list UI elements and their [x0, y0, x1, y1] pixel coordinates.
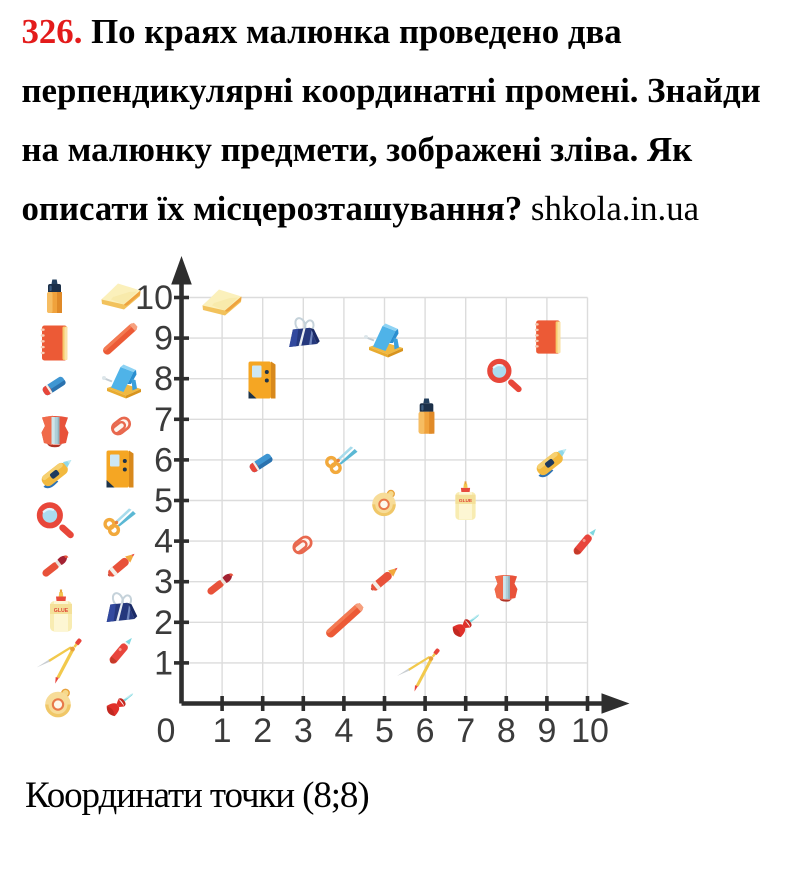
svg-text:5: 5 — [375, 712, 394, 750]
svg-text:9: 9 — [154, 320, 173, 358]
svg-text:7: 7 — [154, 401, 173, 439]
svg-text:10: 10 — [135, 279, 173, 317]
svg-text:2: 2 — [154, 604, 173, 642]
svg-text:8: 8 — [154, 360, 173, 398]
svg-text:4: 4 — [154, 523, 173, 561]
svg-text:6: 6 — [416, 712, 435, 750]
svg-text:6: 6 — [154, 441, 173, 479]
svg-text:10: 10 — [571, 712, 609, 750]
svg-text:2: 2 — [253, 712, 272, 750]
svg-text:9: 9 — [537, 712, 556, 750]
svg-text:3: 3 — [154, 563, 173, 601]
svg-text:8: 8 — [497, 712, 516, 750]
svg-text:5: 5 — [154, 482, 173, 520]
svg-text:0: 0 — [157, 712, 176, 750]
svg-text:7: 7 — [456, 712, 475, 750]
svg-text:1: 1 — [213, 712, 232, 750]
svg-text:3: 3 — [294, 712, 313, 750]
svg-text:1: 1 — [154, 644, 173, 682]
svg-text:4: 4 — [334, 712, 353, 750]
